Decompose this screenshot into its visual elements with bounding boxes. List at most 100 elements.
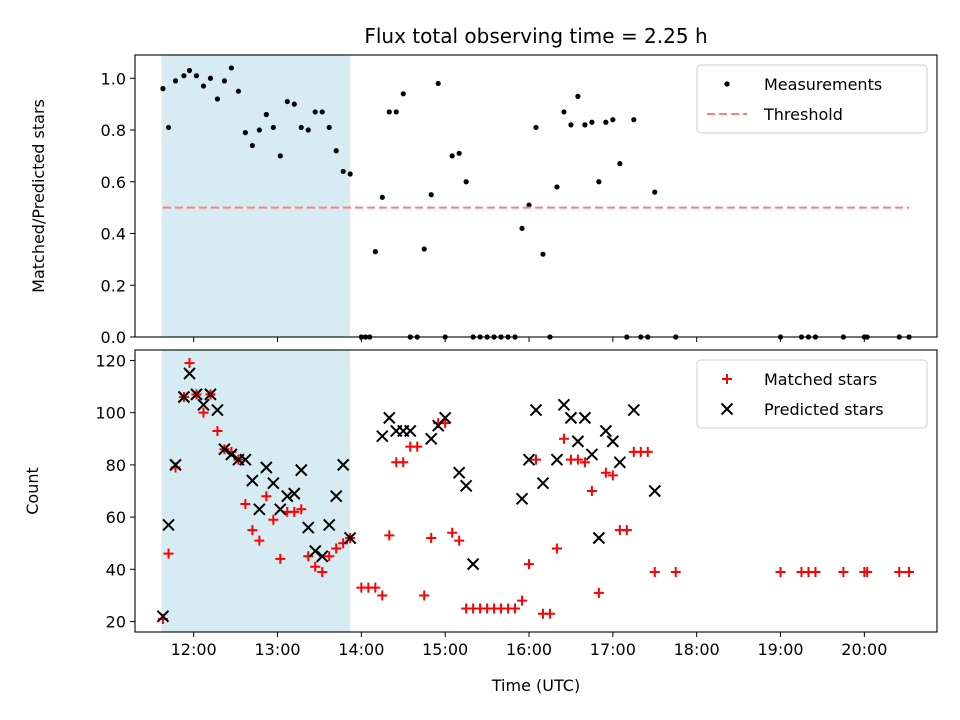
- measurement-point: [519, 225, 525, 231]
- predicted-star-point: [169, 458, 182, 472]
- matched-star-point: [838, 566, 849, 577]
- y-tick-label: 20: [106, 613, 126, 632]
- predicted-star-point: [190, 388, 203, 401]
- predicted-star-point: [404, 424, 417, 438]
- matched-star-point: [384, 530, 395, 541]
- predicted-star-point: [267, 476, 280, 490]
- predicted-star-point: [281, 490, 294, 503]
- measurement-point: [631, 117, 637, 123]
- predicted-star-point: [309, 544, 322, 558]
- legend: Measurements Threshold: [696, 64, 928, 134]
- x-tick-label: 15:00: [422, 640, 468, 659]
- predicted-star-point: [295, 463, 308, 477]
- matched-star-point: [775, 566, 786, 577]
- measurement-point: [347, 171, 353, 177]
- matched-star-point: [275, 553, 286, 564]
- measurement-point: [270, 124, 276, 131]
- predicted-star-point: [156, 610, 170, 623]
- predicted-star-point: [466, 557, 480, 571]
- predicted-star-point: [459, 479, 473, 492]
- matched-star-point: [670, 566, 681, 577]
- legend-box: [696, 64, 928, 134]
- y-tick-label: 40: [106, 560, 126, 579]
- matched-star-point: [904, 566, 915, 577]
- measurement-point: [449, 153, 455, 159]
- predicted-star-point: [383, 411, 396, 425]
- measurement-point: [610, 117, 616, 123]
- y-tick-label: 60: [106, 508, 126, 527]
- y-tick-label: 0.6: [101, 173, 126, 192]
- matched-star-point: [510, 603, 521, 614]
- legend-marker-dot: [724, 81, 730, 87]
- predicted-star-point: [557, 398, 571, 412]
- measurement-point: [575, 93, 581, 99]
- predicted-star-point: [316, 550, 329, 563]
- matched-star-point: [551, 543, 562, 554]
- measurement-point: [589, 119, 595, 125]
- measurement-point: [263, 111, 269, 118]
- measurement-point: [456, 150, 462, 156]
- matched-star-point: [289, 506, 300, 517]
- measurement-point: [540, 251, 546, 257]
- measurement-point: [284, 98, 290, 105]
- measurement-point: [305, 127, 311, 133]
- matched-star-point: [324, 551, 335, 562]
- measurement-point: [235, 88, 241, 94]
- predicted-star-point: [239, 453, 252, 466]
- measurement-point: [221, 78, 228, 84]
- predicted-star-point: [336, 458, 350, 472]
- matched-star-point: [377, 590, 388, 601]
- measurement-point: [298, 124, 304, 131]
- measurement-point: [228, 65, 235, 71]
- predicted-star-point: [211, 403, 224, 417]
- measurement-point: [326, 124, 332, 131]
- predicted-star-point: [536, 476, 550, 490]
- top-panel: 0.0 0.2 0.4 0.6 0.8 1.0 Matched/Predicted star…: [29, 24, 938, 347]
- predicted-star-point: [613, 456, 627, 469]
- predicted-star-point: [452, 466, 466, 479]
- measurement-point: [596, 179, 602, 185]
- matched-star-point: [447, 527, 458, 538]
- legend-label: Matched stars: [764, 370, 877, 389]
- matched-star-point: [261, 491, 272, 502]
- x-tick-label: 17:00: [590, 640, 636, 659]
- x-axis-label: Time (UTC): [491, 676, 580, 695]
- y-tick-label: 0.0: [101, 328, 126, 347]
- measurement-point: [652, 189, 658, 195]
- measurement-point: [603, 119, 609, 125]
- matched-star-point: [268, 514, 279, 525]
- measurement-point: [333, 148, 339, 154]
- predicted-star-point: [592, 531, 606, 545]
- matched-star-point: [184, 358, 195, 369]
- predicted-star-point: [606, 435, 620, 448]
- x-tick-label: 13:00: [254, 640, 300, 659]
- measurement-point: [181, 73, 187, 79]
- bottom-panel: 20 40 60 80 100 120 12:00 13:00 14:00 15:00 16:00 1…: [23, 349, 938, 695]
- x-tick-label: 14:00: [338, 640, 384, 659]
- measurement-point: [160, 86, 166, 92]
- measurement-point: [200, 83, 207, 89]
- predicted-star-point: [648, 484, 661, 498]
- x-tick-label: 20:00: [841, 640, 887, 659]
- measurement-point: [319, 109, 325, 115]
- y-tick-label: 0.8: [101, 121, 126, 140]
- legend-marker-x: [720, 402, 734, 416]
- measurement-point: [533, 124, 539, 131]
- matched-star-point: [254, 535, 265, 546]
- predicted-star-point: [627, 403, 641, 417]
- matched-star-point: [544, 608, 555, 619]
- predicted-star-point: [578, 411, 592, 425]
- highlight-span: [161, 55, 351, 337]
- predicted-star-point: [246, 474, 259, 487]
- matched-star-point: [894, 566, 905, 577]
- predicted-star-point: [515, 492, 529, 506]
- predicted-star-point: [425, 432, 438, 445]
- matched-star-point: [247, 525, 258, 536]
- measurement-point: [393, 109, 399, 115]
- measurement-point: [277, 153, 283, 159]
- predicted-star-point: [288, 487, 301, 500]
- y-tick-label: 120: [95, 351, 126, 370]
- legend-marker-plus: [722, 374, 732, 384]
